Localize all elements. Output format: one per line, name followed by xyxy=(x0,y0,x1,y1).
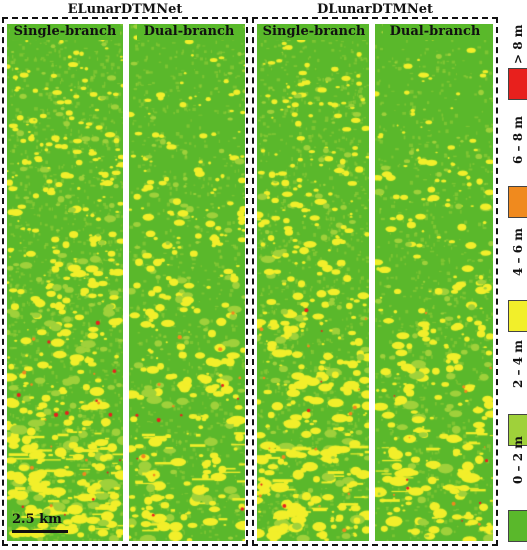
error-map-canvas xyxy=(129,24,245,541)
error-map-panel-elunar-single xyxy=(7,24,123,541)
error-map-panel-dlunar-single xyxy=(257,24,369,541)
legend-label-6-8: 6 – 8 m xyxy=(511,116,525,164)
legend-label-gt8: > 8 m xyxy=(511,24,525,64)
legend-label-2-4: 2 – 4 m xyxy=(511,340,525,388)
group-frame-elunardtmnet xyxy=(2,17,248,546)
scale-bar-line xyxy=(12,530,68,533)
error-map-canvas xyxy=(257,24,369,541)
error-map-canvas xyxy=(7,24,123,541)
color-legend: > 8 m 6 – 8 m 4 – 6 m 2 – 4 m 0 – 2 m xyxy=(503,25,527,546)
panel-label-elunar-dual: Dual-branch xyxy=(137,24,241,40)
legend-swatch-4-6 xyxy=(508,300,527,332)
error-map-panel-elunar-dual xyxy=(129,24,245,541)
legend-swatch-gt8 xyxy=(508,68,527,100)
legend-swatch-2-4 xyxy=(508,414,527,446)
error-map-panel-dlunar-dual xyxy=(375,24,493,541)
group-frame-dlunardtmnet xyxy=(252,17,498,546)
panel-label-dlunar-single: Single-branch xyxy=(259,24,369,40)
panel-label-elunar-single: Single-branch xyxy=(10,24,120,40)
panel-label-dlunar-dual: Dual-branch xyxy=(383,24,487,40)
group-title-dlunardtmnet: DLunarDTMNet xyxy=(316,2,434,17)
error-map-canvas xyxy=(375,24,493,541)
legend-label-4-6: 4 – 6 m xyxy=(511,228,525,276)
scale-bar-label: 2.5 km xyxy=(12,512,62,527)
legend-swatch-6-8 xyxy=(508,186,527,218)
group-title-elunardtmnet: ELunarDTMNet xyxy=(67,2,183,17)
legend-label-0-2: 0 – 2 m xyxy=(511,436,525,484)
legend-swatch-0-2 xyxy=(508,510,527,542)
